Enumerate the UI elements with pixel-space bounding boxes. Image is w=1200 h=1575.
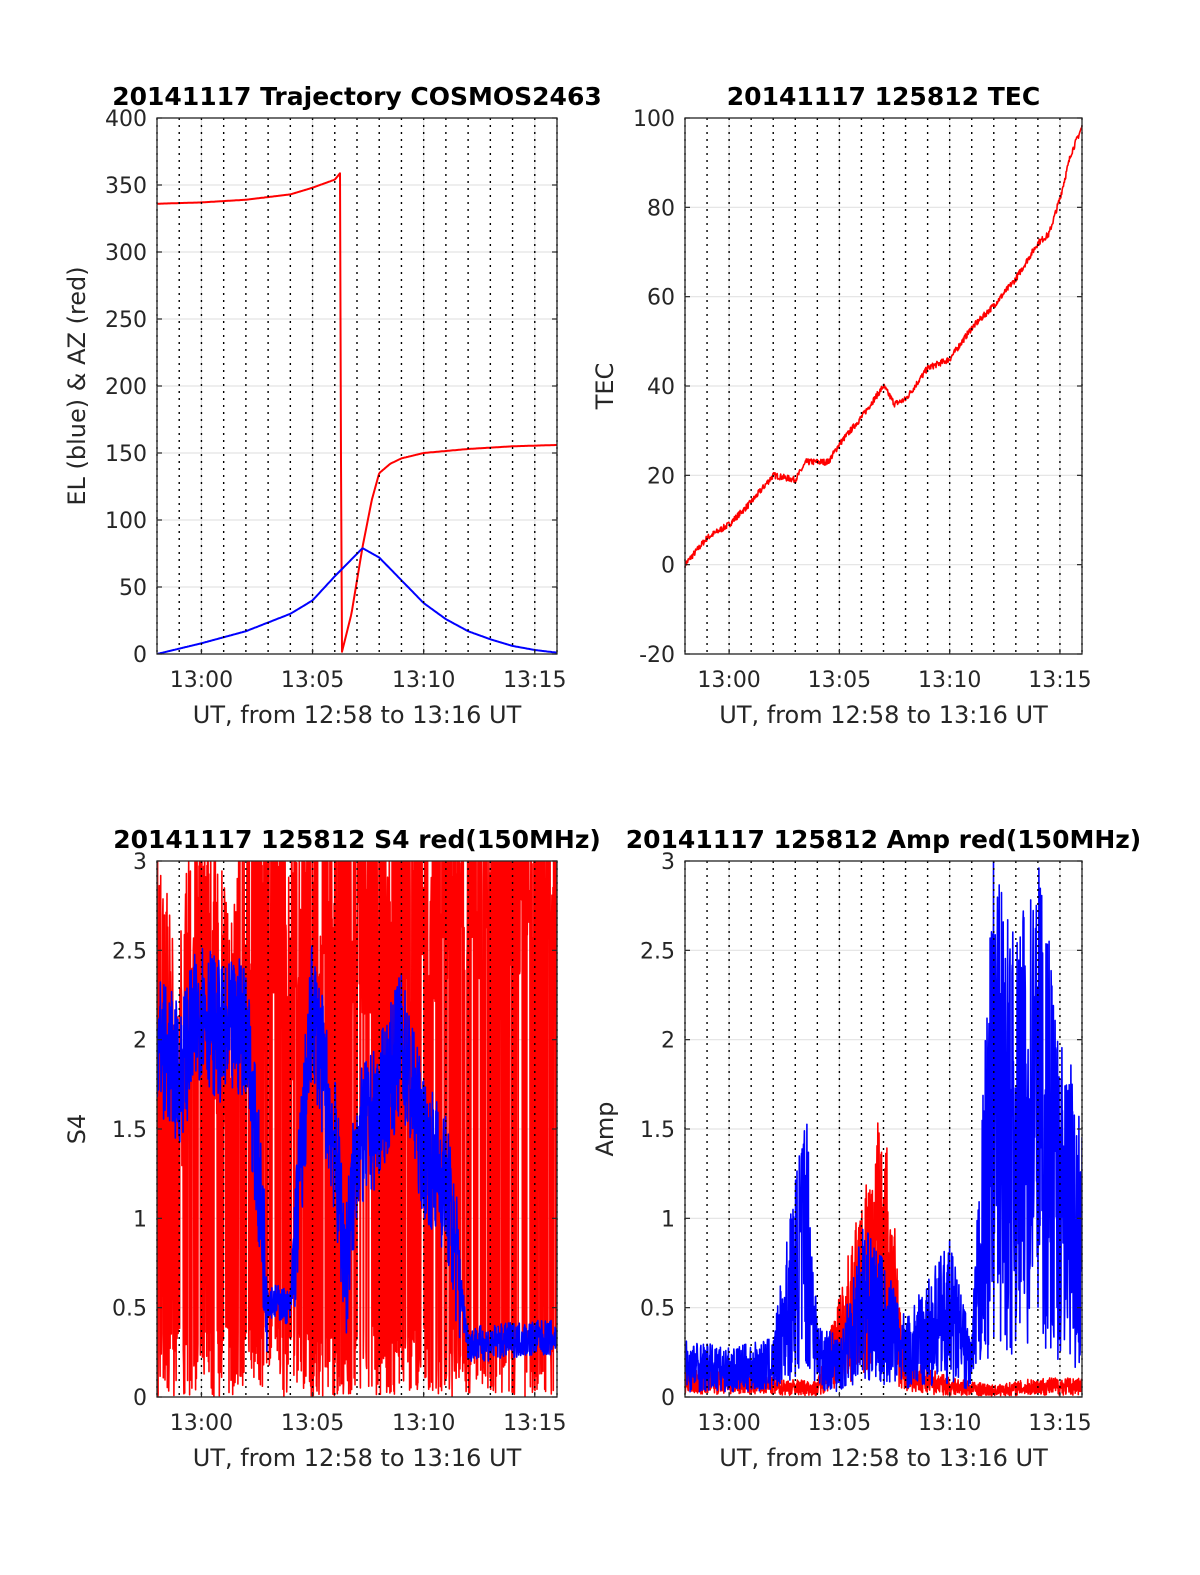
y-tick-label: 0 <box>133 1386 147 1411</box>
x-tick-label: 13:10 <box>918 668 981 693</box>
chart-title: 20141117 Trajectory COSMOS2463 <box>112 82 602 111</box>
y-axis-label: EL (blue) & AZ (red) <box>63 266 91 505</box>
y-tick-label: 2 <box>133 1029 147 1054</box>
y-tick-label: 400 <box>105 107 147 132</box>
y-tick-label: 3 <box>661 850 675 875</box>
y-tick-label: 0 <box>661 554 675 579</box>
y-tick-label: 0.5 <box>640 1297 675 1322</box>
x-tick-label: 13:05 <box>281 1411 344 1436</box>
x-tick-label: 13:00 <box>697 668 760 693</box>
series-line-1 <box>157 945 557 1362</box>
chart-title: 20141117 125812 S4 red(150MHz) <box>113 825 601 854</box>
x-tick-label: 13:05 <box>808 1411 871 1436</box>
chart-s4: 0 0.5 1 1.5 2 2.5 3 13:00 13:05 13:10 13:15 UT, fro… <box>63 825 601 1472</box>
y-tick-label: 2.5 <box>640 939 675 964</box>
y-tick-label: 150 <box>105 442 147 467</box>
y-tick-label: 0.5 <box>112 1297 147 1322</box>
chart-amp: 0 0.5 1 1.5 2 2.5 3 13:00 13:05 13:10 13:15 UT, fro… <box>591 825 1141 1472</box>
x-axis-label: UT, from 12:58 to 13:16 UT <box>193 1444 522 1472</box>
x-tick-label: 13:00 <box>170 668 233 693</box>
y-tick-label: -20 <box>639 643 675 668</box>
chart-traj: 0 50 100 150 200 250 300 350 400 13:00 13:05 13:10 1… <box>63 82 602 729</box>
x-tick-label: 13:00 <box>697 1411 760 1436</box>
x-tick-label: 13:15 <box>1028 1411 1091 1436</box>
x-tick-label: 13:05 <box>808 668 871 693</box>
y-tick-label: 1 <box>661 1207 675 1232</box>
y-tick-label: 40 <box>647 375 675 400</box>
y-tick-label: 0 <box>661 1386 675 1411</box>
x-tick-label: 13:15 <box>503 668 566 693</box>
y-tick-label: 250 <box>105 308 147 333</box>
x-tick-label: 13:10 <box>918 1411 981 1436</box>
y-tick-label: 20 <box>647 464 675 489</box>
y-tick-label: 0 <box>133 643 147 668</box>
y-tick-label: 350 <box>105 174 147 199</box>
x-tick-label: 13:10 <box>392 668 455 693</box>
y-tick-label: 200 <box>105 375 147 400</box>
y-tick-label: 2 <box>661 1029 675 1054</box>
y-tick-label: 2.5 <box>112 939 147 964</box>
x-axis-label: UT, from 12:58 to 13:16 UT <box>719 1444 1048 1472</box>
y-tick-label: 50 <box>119 576 147 601</box>
chart-title: 20141117 125812 Amp red(150MHz) <box>626 825 1142 854</box>
x-axis-label: UT, from 12:58 to 13:16 UT <box>719 701 1048 729</box>
y-tick-label: 1 <box>133 1207 147 1232</box>
y-tick-label: 100 <box>105 509 147 534</box>
x-tick-label: 13:10 <box>392 1411 455 1436</box>
x-axis-label: UT, from 12:58 to 13:16 UT <box>193 701 522 729</box>
chart-title: 20141117 125812 TEC <box>727 82 1040 111</box>
y-tick-label: 1.5 <box>640 1118 675 1143</box>
y-tick-label: 60 <box>647 286 675 311</box>
chart-tec: -20 0 20 40 60 80 100 13:00 13:05 13:10 13:15 UT, f… <box>591 82 1092 729</box>
x-tick-label: 13:15 <box>1028 668 1091 693</box>
y-axis-label: S4 <box>63 1114 91 1145</box>
y-axis-label: TEC <box>591 363 619 411</box>
y-tick-label: 1.5 <box>112 1118 147 1143</box>
x-tick-label: 13:00 <box>170 1411 233 1436</box>
x-tick-label: 13:15 <box>503 1411 566 1436</box>
x-tick-label: 13:05 <box>281 668 344 693</box>
y-tick-label: 3 <box>133 850 147 875</box>
y-tick-label: 300 <box>105 241 147 266</box>
y-axis-label: Amp <box>591 1101 619 1156</box>
y-tick-label: 80 <box>647 196 675 221</box>
y-tick-label: 100 <box>633 107 675 132</box>
